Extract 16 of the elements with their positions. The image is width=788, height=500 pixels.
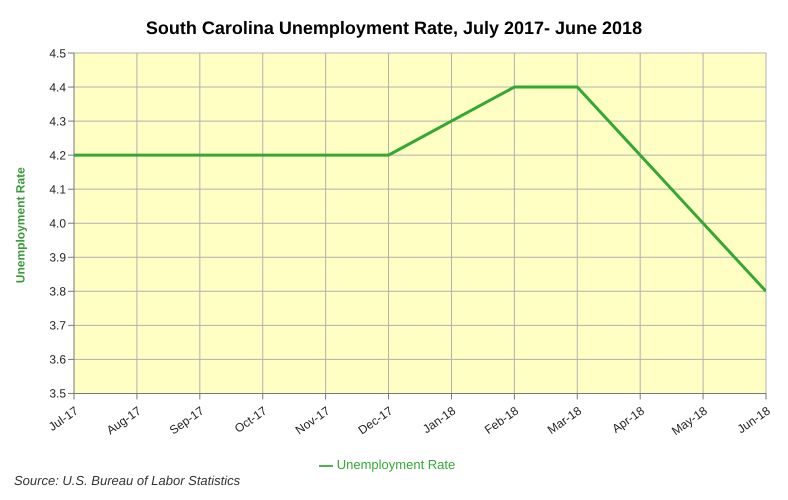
y-tick-label: 3.6 <box>49 352 66 367</box>
y-tick-label: 3.7 <box>49 318 66 333</box>
source-note: Source: U.S. Bureau of Labor Statistics <box>13 473 242 488</box>
chart-title: South Carolina Unemployment Rate, July 2017- June 2018 <box>144 17 644 40</box>
y-tick-label: 4.4 <box>49 80 66 94</box>
line-series <box>74 86 766 293</box>
y-tick-label: 4.3 <box>49 114 66 128</box>
y-tick-label: 4.1 <box>49 182 66 196</box>
y-axis-title: Unemployment Rate <box>13 166 28 284</box>
legend-label: Unemployment Rate <box>336 457 456 472</box>
y-tick-label: 3.5 <box>49 386 66 401</box>
y-tick-label: 3.8 <box>49 284 66 299</box>
y-tick-label: 3.9 <box>49 250 66 265</box>
y-tick-label: 4.5 <box>49 46 66 60</box>
y-tick-label: 4.0 <box>49 216 66 230</box>
y-tick-label: 4.2 <box>49 148 66 162</box>
